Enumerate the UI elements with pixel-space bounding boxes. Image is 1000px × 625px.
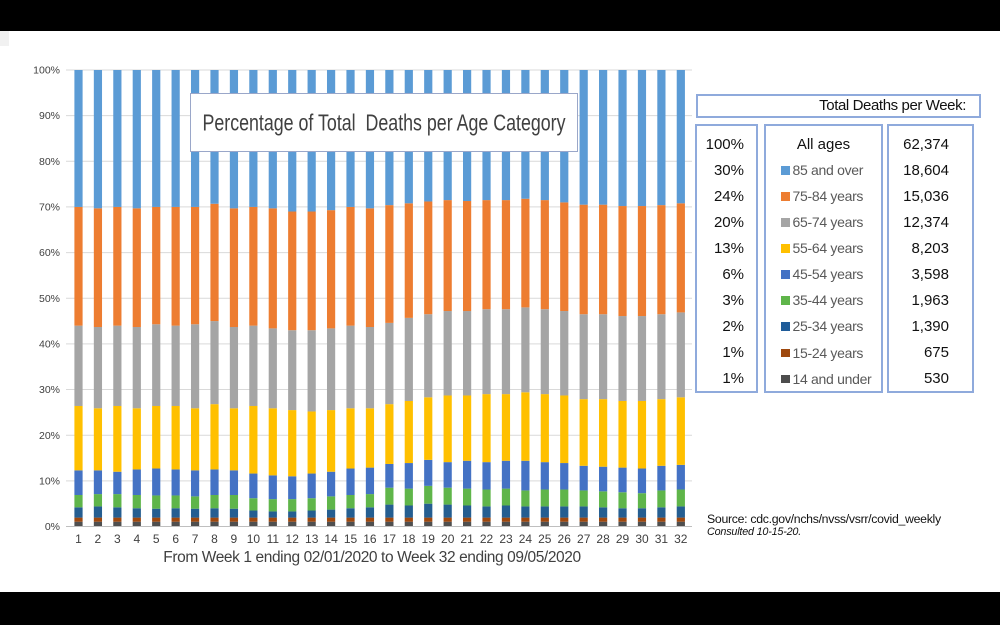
svg-text:13: 13: [305, 532, 319, 546]
svg-text:19: 19: [422, 532, 436, 546]
svg-text:24: 24: [519, 532, 533, 546]
svg-text:7: 7: [192, 532, 199, 546]
svg-text:8: 8: [211, 532, 218, 546]
svg-text:40%: 40%: [39, 339, 60, 351]
svg-text:90%: 90%: [39, 110, 60, 122]
svg-text:18: 18: [402, 532, 416, 546]
svg-text:2: 2: [95, 532, 102, 546]
svg-text:80%: 80%: [39, 156, 60, 168]
svg-text:22: 22: [480, 532, 494, 546]
svg-text:Percentage of Total Deaths pe: Percentage of Total Deaths per Age Categ…: [203, 110, 566, 136]
svg-text:25: 25: [538, 532, 552, 546]
svg-text:10%: 10%: [39, 476, 60, 488]
svg-text:31: 31: [655, 532, 669, 546]
svg-text:10: 10: [247, 532, 261, 546]
svg-text:23: 23: [499, 532, 513, 546]
svg-text:0%: 0%: [45, 521, 60, 533]
svg-text:4: 4: [133, 532, 140, 546]
svg-text:28: 28: [596, 532, 610, 546]
svg-text:26: 26: [558, 532, 572, 546]
svg-text:3: 3: [114, 532, 121, 546]
svg-text:16: 16: [363, 532, 377, 546]
svg-text:1: 1: [75, 532, 82, 546]
svg-text:5: 5: [153, 532, 160, 546]
svg-text:14: 14: [324, 532, 338, 546]
svg-text:21: 21: [460, 532, 474, 546]
svg-text:9: 9: [231, 532, 238, 546]
svg-text:50%: 50%: [39, 293, 60, 305]
svg-text:27: 27: [577, 532, 591, 546]
svg-text:15: 15: [344, 532, 358, 546]
svg-text:70%: 70%: [39, 202, 60, 214]
svg-text:29: 29: [616, 532, 630, 546]
svg-text:32: 32: [674, 532, 688, 546]
svg-text:100%: 100%: [33, 65, 60, 77]
svg-text:60%: 60%: [39, 247, 60, 259]
svg-text:20: 20: [441, 532, 455, 546]
svg-text:30: 30: [635, 532, 649, 546]
svg-text:17: 17: [383, 532, 397, 546]
svg-text:30%: 30%: [39, 384, 60, 396]
svg-text:12: 12: [286, 532, 300, 546]
svg-text:6: 6: [172, 532, 179, 546]
svg-text:20%: 20%: [39, 430, 60, 442]
svg-text:11: 11: [267, 532, 280, 546]
